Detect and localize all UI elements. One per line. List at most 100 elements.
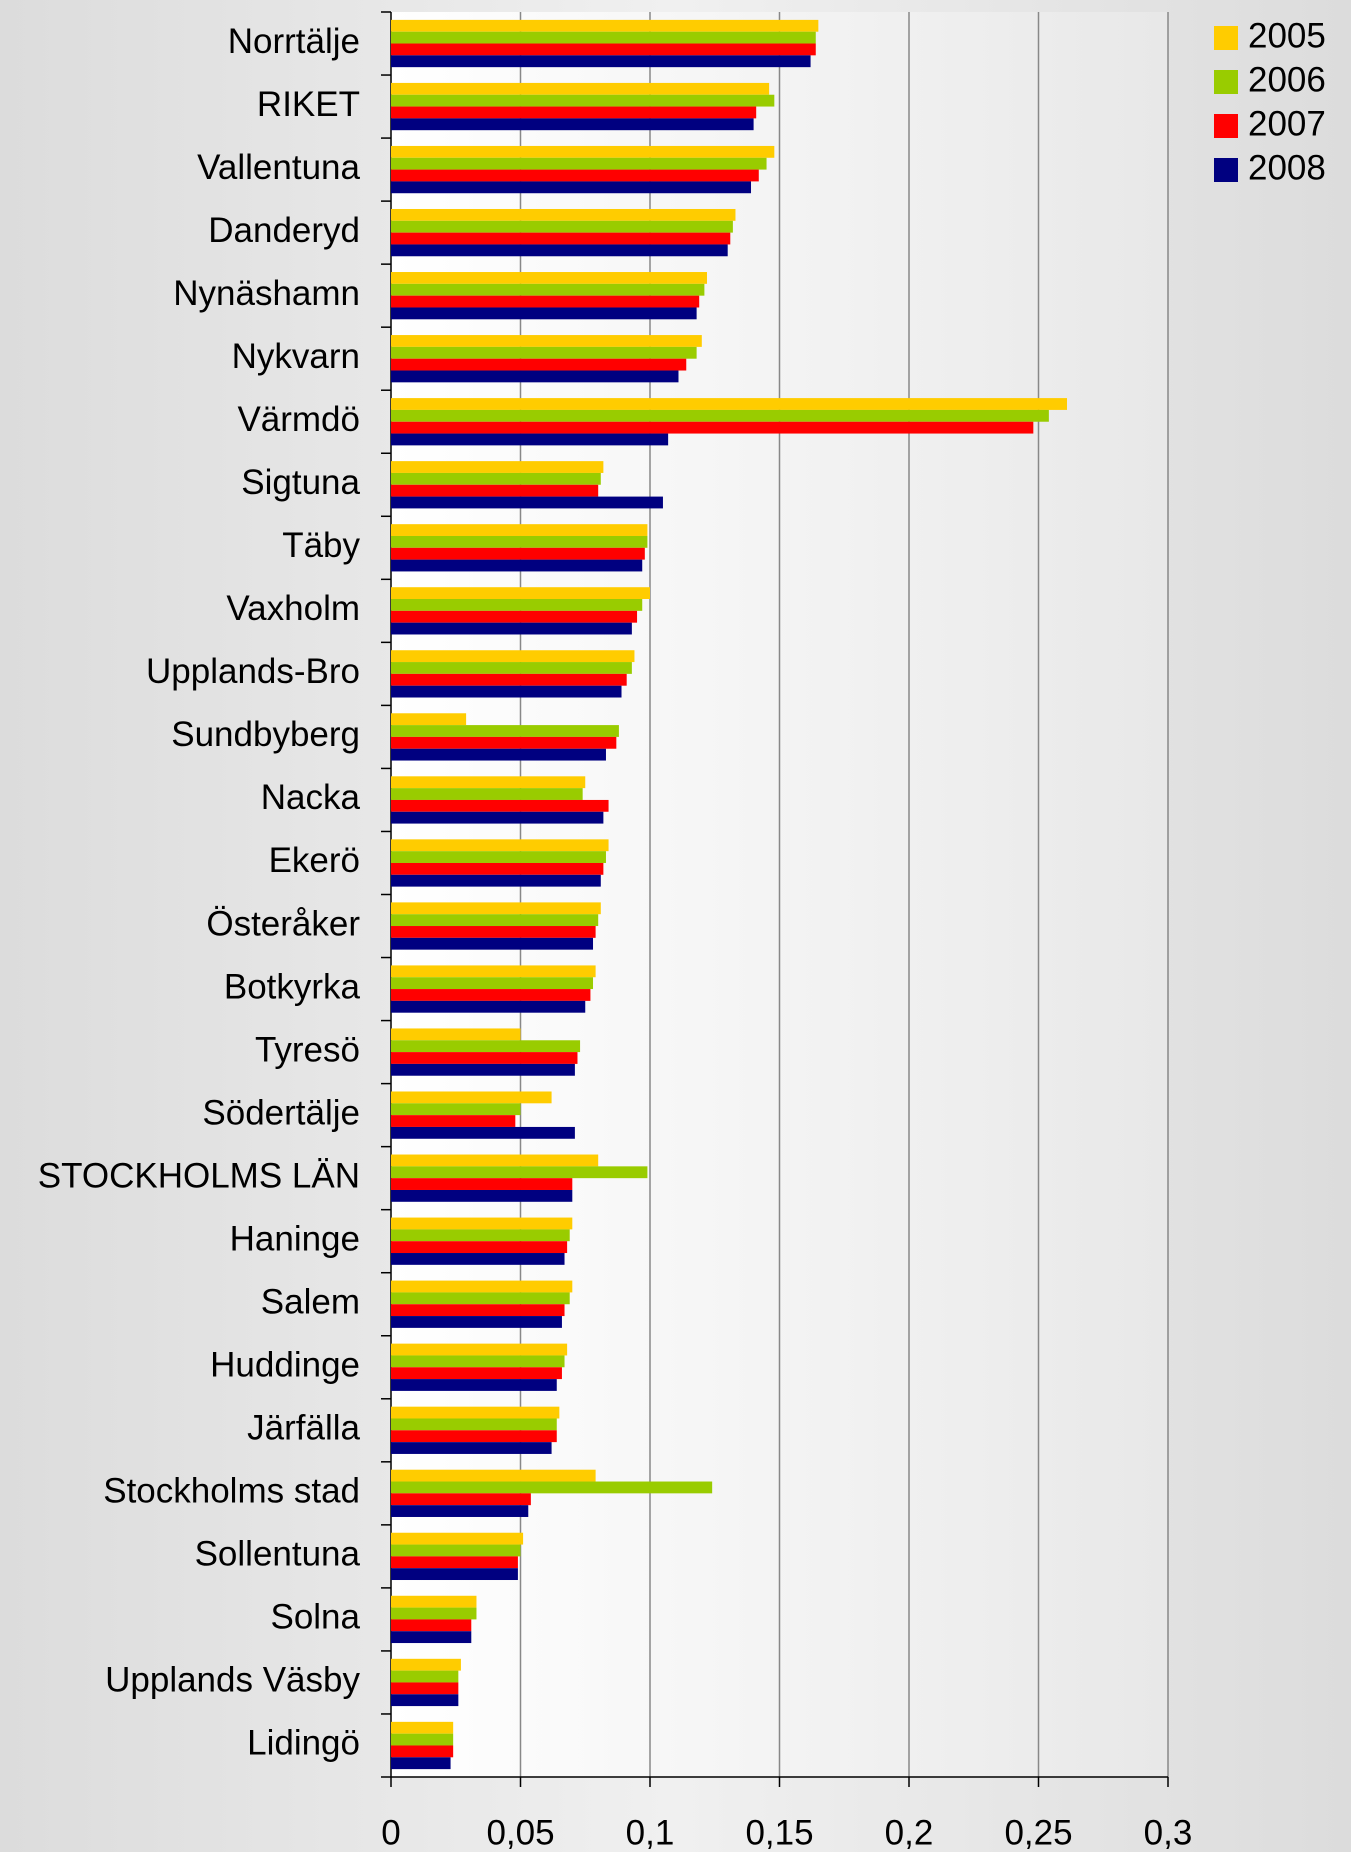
bar xyxy=(391,1028,521,1041)
bar xyxy=(391,1556,518,1569)
bar xyxy=(391,547,645,560)
bar xyxy=(391,1745,454,1758)
y-tick-label: Nykvarn xyxy=(232,337,360,376)
bar xyxy=(391,1406,560,1419)
bar xyxy=(391,272,707,284)
bar xyxy=(391,535,648,548)
bar xyxy=(391,650,635,663)
y-tick-label: Vaxholm xyxy=(226,589,360,628)
y-tick-label: Värmdö xyxy=(237,400,360,439)
bar xyxy=(391,811,604,824)
bar xyxy=(391,977,594,990)
bar xyxy=(391,1000,586,1013)
bar xyxy=(391,409,1049,422)
bar xyxy=(391,295,700,308)
bar xyxy=(391,484,599,497)
bar xyxy=(391,1115,516,1127)
bar xyxy=(391,1568,518,1581)
bar xyxy=(391,106,757,119)
bar xyxy=(391,335,702,347)
bar xyxy=(391,232,731,245)
bar xyxy=(391,220,733,233)
bar xyxy=(391,862,604,875)
bar xyxy=(391,1355,565,1368)
bar xyxy=(391,1694,459,1707)
bar xyxy=(391,788,583,800)
bar xyxy=(391,208,736,221)
y-tick-label: Tyresö xyxy=(255,1030,360,1069)
x-tick-label: 0,2 xyxy=(885,1813,934,1852)
bar xyxy=(391,1670,459,1683)
bar xyxy=(391,1469,596,1482)
bar xyxy=(391,748,606,761)
y-tick-label: Lidingö xyxy=(247,1724,360,1763)
bar xyxy=(391,1721,454,1734)
bar xyxy=(391,421,1034,434)
y-tick-label: Solna xyxy=(270,1598,360,1637)
legend-label: 2006 xyxy=(1248,60,1326,99)
y-tick-label: Upplands-Bro xyxy=(146,652,360,691)
bar xyxy=(391,1103,521,1116)
y-tick-label: Sollentuna xyxy=(195,1535,361,1574)
y-tick-label: Upplands Väsby xyxy=(105,1661,360,1700)
y-tick-label: Sundbyberg xyxy=(171,715,360,754)
bar xyxy=(391,307,697,320)
y-tick-label: Ekerö xyxy=(269,841,360,880)
bar xyxy=(391,496,663,509)
y-tick-label: Österåker xyxy=(206,904,360,943)
bar xyxy=(391,169,759,182)
bar xyxy=(391,1126,575,1139)
y-tick-label: Salem xyxy=(261,1282,360,1321)
bar xyxy=(391,1189,573,1202)
bar xyxy=(391,1316,562,1328)
bar xyxy=(391,1229,570,1242)
bar xyxy=(391,1343,568,1356)
bar xyxy=(391,1481,713,1494)
bar xyxy=(391,610,638,623)
bar xyxy=(391,31,816,44)
bar xyxy=(391,1280,573,1293)
bar xyxy=(391,673,627,686)
bar xyxy=(391,1757,451,1770)
y-tick-label: Huddinge xyxy=(210,1346,360,1385)
y-tick-label: Nynäshamn xyxy=(173,274,360,313)
bar xyxy=(391,776,586,789)
bar xyxy=(391,599,643,611)
legend-swatch xyxy=(1214,26,1238,50)
legend-label: 2007 xyxy=(1248,104,1326,143)
bar xyxy=(391,1052,578,1064)
bar xyxy=(391,559,643,572)
bar xyxy=(391,472,601,485)
bar xyxy=(391,1292,570,1305)
bar xyxy=(391,1040,581,1053)
x-tick-label: 0 xyxy=(381,1813,400,1852)
bar xyxy=(391,118,754,131)
bar xyxy=(391,524,648,536)
y-tick-label: Botkyrka xyxy=(224,967,361,1006)
bar xyxy=(391,989,591,1001)
bar xyxy=(391,1063,575,1076)
y-tick-label: Sigtuna xyxy=(241,463,360,502)
bar xyxy=(391,799,609,812)
x-tick-label: 0,05 xyxy=(486,1813,554,1852)
legend-swatch xyxy=(1214,70,1238,94)
bar xyxy=(391,713,467,726)
y-tick-label: Haninge xyxy=(230,1219,360,1258)
y-tick-label: RIKET xyxy=(257,85,360,124)
x-tick-label: 0,25 xyxy=(1004,1813,1072,1852)
bar xyxy=(391,1241,568,1254)
bar xyxy=(391,1631,472,1644)
bar xyxy=(391,461,604,473)
bar xyxy=(391,937,594,950)
y-tick-label: Täby xyxy=(282,526,360,565)
y-tick-label: Nacka xyxy=(261,778,361,817)
bar xyxy=(391,685,622,698)
bar xyxy=(391,370,679,383)
bar xyxy=(391,587,650,600)
bar xyxy=(391,914,599,927)
bar xyxy=(391,851,606,863)
bar xyxy=(391,622,632,635)
y-tick-label: Vallentuna xyxy=(197,148,360,187)
y-tick-label: Danderyd xyxy=(208,211,360,250)
